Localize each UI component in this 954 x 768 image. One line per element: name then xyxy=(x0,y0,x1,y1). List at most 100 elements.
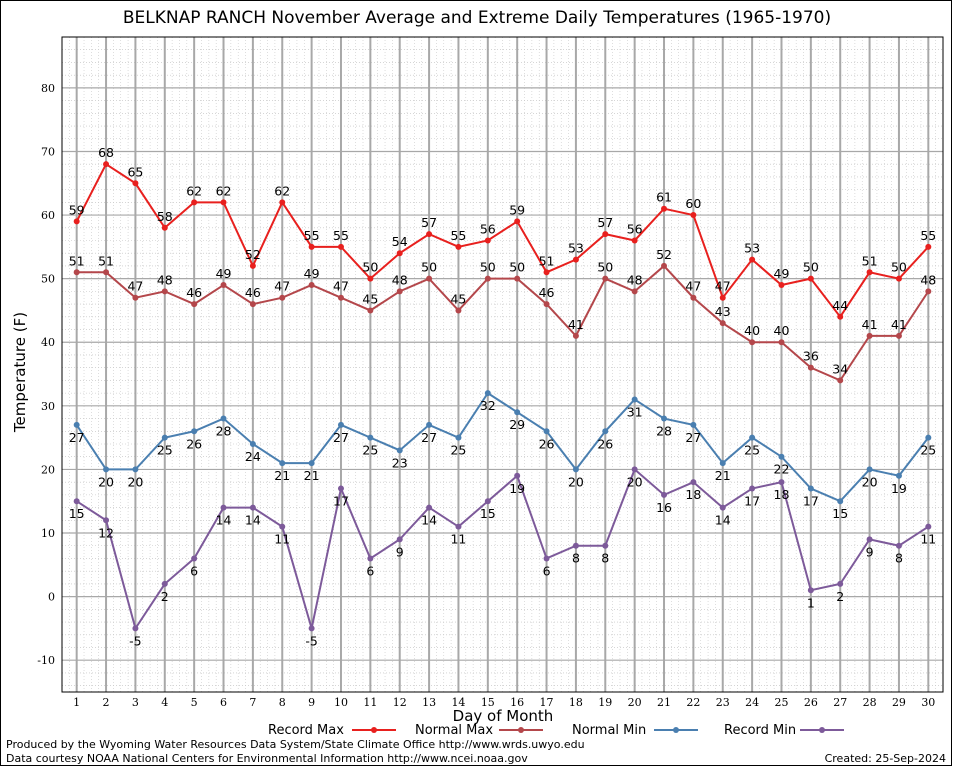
normal-min-point xyxy=(220,415,227,422)
normal-min-point xyxy=(161,434,168,441)
major-grid xyxy=(62,37,943,692)
normal-max-data-label: 49 xyxy=(304,266,320,281)
normal-min-data-label: 24 xyxy=(245,449,261,464)
normal-min-point xyxy=(837,498,844,505)
record-min-data-label: 17 xyxy=(333,494,349,509)
normal-min-point xyxy=(396,447,403,454)
normal-min-data-label: 17 xyxy=(803,494,819,509)
normal-max-data-label: 47 xyxy=(333,279,349,294)
record-min-point xyxy=(279,523,286,530)
normal-min-point xyxy=(572,466,579,473)
record-min-data-label: 14 xyxy=(245,513,261,528)
record-min-data-label: 9 xyxy=(396,544,404,559)
record-min-point xyxy=(778,479,785,486)
record-max-point xyxy=(719,294,726,301)
normal-max-data-label: 41 xyxy=(862,317,878,332)
record-max-data-label: 49 xyxy=(774,266,790,281)
record-min-point xyxy=(103,517,110,524)
record-min-data-label: 17 xyxy=(744,494,760,509)
normal-max-point xyxy=(337,294,344,301)
normal-max-point xyxy=(73,269,80,276)
normal-min-point xyxy=(895,472,902,479)
record-max-point xyxy=(690,212,697,219)
record-min-data-label: 18 xyxy=(685,487,701,502)
record-max-data-label: 51 xyxy=(862,253,878,268)
normal-max-data-label: 50 xyxy=(421,260,437,275)
normal-min-point xyxy=(778,453,785,460)
normal-max-data-label: 48 xyxy=(627,272,643,287)
normal-min-point xyxy=(602,428,609,435)
normal-max-legend-marker xyxy=(518,727,524,733)
normal-max-point xyxy=(543,301,550,308)
normal-max-point xyxy=(249,301,256,308)
plot-area-border xyxy=(61,36,944,693)
x-tick-label: 29 xyxy=(892,696,906,709)
normal-min-point xyxy=(426,421,433,428)
y-tick-label: 50 xyxy=(41,273,55,286)
normal-max-data-label: 51 xyxy=(69,253,85,268)
x-tick-label: 24 xyxy=(745,696,759,709)
record-max-point xyxy=(631,237,638,244)
normal-max-data-label: 48 xyxy=(157,272,173,287)
normal-min-point xyxy=(661,415,668,422)
normal-max-point xyxy=(719,320,726,327)
normal-min-data-label: 20 xyxy=(568,474,584,489)
y-tick-label: 20 xyxy=(41,463,55,476)
record-max-data-label: 56 xyxy=(627,221,643,236)
record-max-data-label: 52 xyxy=(245,247,261,262)
record-max-point xyxy=(543,269,550,276)
record-max-data-label: 47 xyxy=(715,279,731,294)
x-tick-label: 20 xyxy=(628,696,642,709)
record-max-data-label: 50 xyxy=(891,260,907,275)
normal-max-point xyxy=(484,275,491,282)
normal-min-point xyxy=(866,466,873,473)
normal-min-data-label: 21 xyxy=(715,468,731,483)
y-tick-label: 10 xyxy=(41,527,55,540)
record-max-point xyxy=(308,243,315,250)
record-min-point xyxy=(572,542,579,549)
x-tick-label: 9 xyxy=(308,696,315,709)
normal-max-point xyxy=(749,339,756,346)
normal-max-data-label: 34 xyxy=(832,361,848,376)
record-min-data-label: 15 xyxy=(69,506,85,521)
normal-max-point xyxy=(631,288,638,295)
normal-min-point xyxy=(925,434,932,441)
record-min-point xyxy=(807,587,814,594)
normal-max-data-label: 46 xyxy=(245,285,261,300)
record-min-point xyxy=(455,523,462,530)
normal-min-legend-marker xyxy=(673,727,679,733)
record-max-line xyxy=(75,162,930,319)
record-max-point xyxy=(279,199,286,206)
x-tick-label: 30 xyxy=(921,696,935,709)
x-tick-label: 10 xyxy=(334,696,348,709)
record-max-data-label: 53 xyxy=(744,241,760,256)
record-min-point xyxy=(631,466,638,473)
record-min-point xyxy=(337,485,344,492)
y-tick-label: 60 xyxy=(41,209,55,222)
normal-min-data-label: 22 xyxy=(774,462,790,477)
record-min-point xyxy=(367,555,374,562)
record-max-point xyxy=(396,250,403,257)
y-tick-label: 0 xyxy=(48,591,55,604)
normal-min-point xyxy=(132,466,139,473)
record-min-data-label: 14 xyxy=(421,513,437,528)
record-min-point xyxy=(925,523,932,530)
normal-min-point xyxy=(249,440,256,447)
normal-min-data-label: 20 xyxy=(862,474,878,489)
normal-min-point xyxy=(631,396,638,403)
record-max-data-label: 68 xyxy=(98,145,114,160)
record-min-point xyxy=(396,536,403,543)
record-min-data-label: 18 xyxy=(774,487,790,502)
record-min-data-label: 20 xyxy=(627,474,643,489)
record-min-point xyxy=(837,580,844,587)
normal-max-point xyxy=(778,339,785,346)
record-max-data-label: 59 xyxy=(509,202,525,217)
record-max-data-label: 55 xyxy=(450,228,466,243)
normal-max-data-label: 49 xyxy=(216,266,232,281)
normal-min-point xyxy=(484,390,491,397)
record-max-data-label: 58 xyxy=(157,209,173,224)
normal-min-data-label: 21 xyxy=(304,468,320,483)
normal-max-point xyxy=(161,288,168,295)
record-max-data-label: 44 xyxy=(832,298,848,313)
